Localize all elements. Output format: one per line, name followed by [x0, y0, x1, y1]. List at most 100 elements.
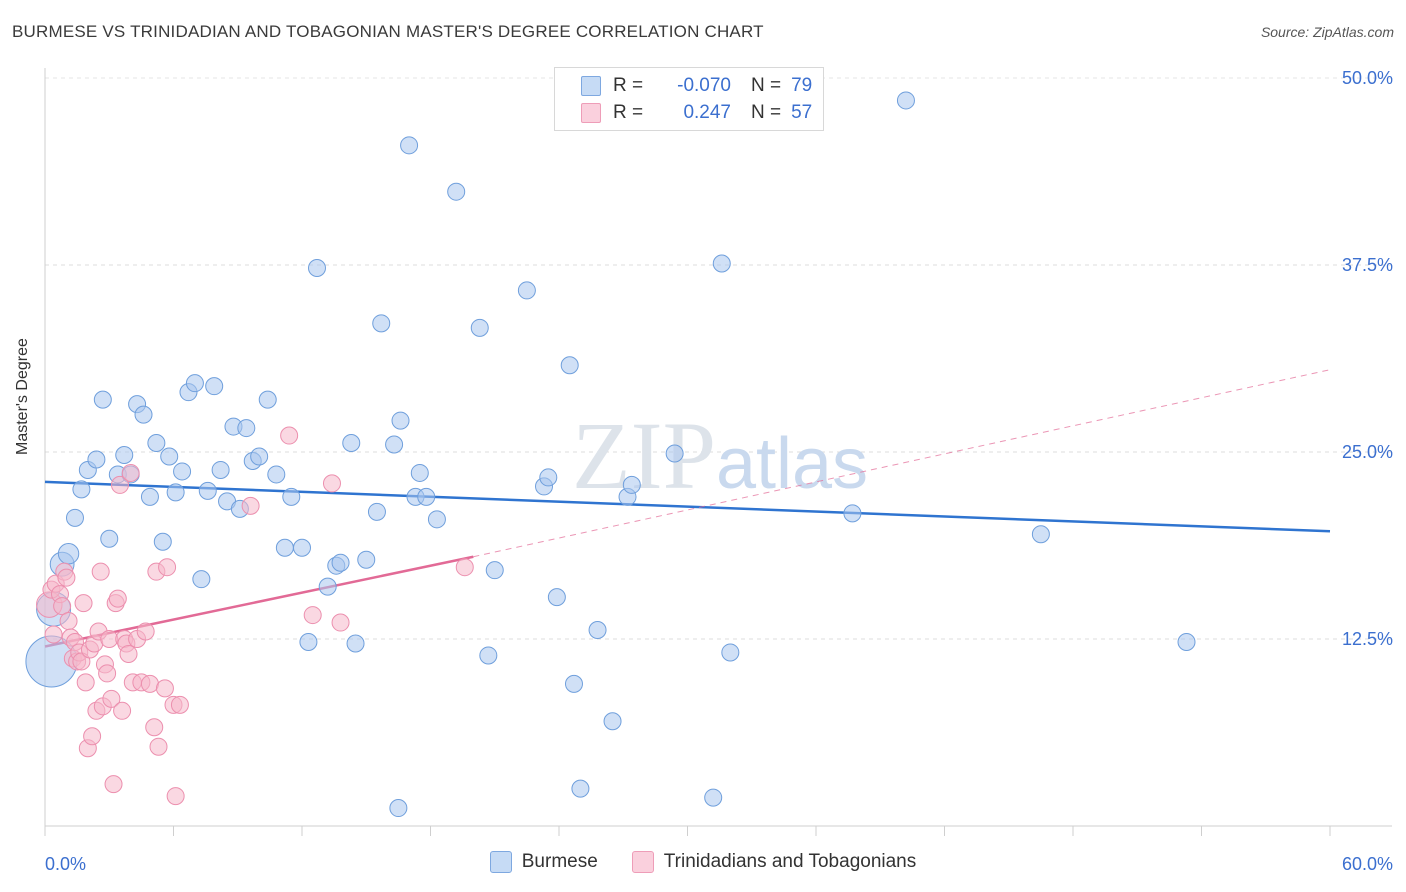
burmese-point	[389, 799, 408, 818]
trinidadian-point	[108, 589, 127, 608]
trinidadian-point	[322, 474, 341, 493]
burmese-point	[134, 405, 153, 424]
burmese-point	[100, 529, 119, 548]
trinidadian-point	[280, 426, 299, 445]
burmese-point	[560, 356, 579, 375]
trinidadian-point	[76, 673, 95, 692]
burmese-point	[517, 281, 536, 300]
trinidadian-point	[53, 597, 72, 616]
burmese-point	[198, 481, 217, 500]
burmese-point	[205, 377, 224, 396]
y-tick-label: 25.0%	[1342, 442, 1393, 462]
burmese-point	[65, 508, 84, 527]
burmese-point	[93, 390, 112, 409]
burmese-point	[307, 258, 326, 277]
tick-labels: 12.5% 25.0% 37.5% 50.0% 0.0% 60.0%	[45, 68, 1393, 874]
burmese-point	[267, 465, 286, 484]
trinidadian-point	[241, 496, 260, 515]
trinidadian-point	[455, 558, 474, 577]
burmese-point	[275, 538, 294, 557]
burmese-point	[293, 538, 311, 557]
trinidadian-point	[83, 727, 102, 746]
legend-item-burmese[interactable]: Burmese	[489, 851, 598, 873]
burmese-point	[427, 510, 446, 529]
burmese-point	[115, 445, 134, 464]
burmese-point	[57, 543, 80, 565]
burmese-point	[665, 444, 684, 463]
burmese-point	[357, 550, 376, 569]
axes	[44, 68, 1392, 836]
burmese-point	[367, 502, 386, 521]
y-axis-label: Master's Degree	[14, 338, 31, 455]
burmese-point	[400, 136, 419, 155]
burmese-point	[385, 435, 404, 454]
trinidadian-point	[170, 695, 189, 714]
burmese-point	[485, 561, 504, 580]
burmese-point	[564, 674, 583, 693]
burmese-point	[192, 570, 211, 589]
burmese-point	[571, 779, 590, 798]
burmese-point	[72, 480, 91, 499]
burmese-point	[843, 504, 862, 523]
burmese-point	[173, 462, 192, 481]
trinidadian-point	[136, 622, 155, 641]
burmese-point	[588, 621, 607, 640]
trinidadian-point	[158, 558, 177, 577]
burmese-point	[410, 463, 429, 482]
trinidadian-point	[44, 625, 63, 644]
legend-n-label: N =	[751, 75, 782, 96]
trinidadian-point	[74, 594, 93, 613]
burmese-point	[160, 447, 179, 466]
trinidadian-point	[121, 463, 140, 482]
burmese-point	[391, 411, 410, 430]
burmese-point	[342, 434, 361, 453]
legend-row-burmese: R = -0.070 N = 79	[581, 74, 812, 98]
burmese-point	[539, 468, 558, 487]
trinidadian-point	[119, 644, 138, 663]
x-tick-label: 0.0%	[45, 854, 86, 874]
y-tick-label: 12.5%	[1342, 629, 1393, 649]
legend-label-trinidadian: Trinidadians and Tobagonians	[663, 851, 917, 872]
trinidadian-point	[331, 613, 350, 632]
burmese-point	[603, 712, 622, 731]
legend-r-label: R =	[613, 75, 644, 96]
trinidadian-point	[104, 775, 123, 794]
watermark-atlas: atlas	[716, 424, 868, 504]
trinidadian-point	[98, 664, 117, 683]
legend-row-trinidadian: R = 0.247 N = 57	[581, 101, 812, 125]
legend-r-value: -0.070	[677, 75, 731, 96]
burmese-point	[346, 634, 365, 653]
burmese-point	[211, 460, 230, 479]
trinidadian-point	[57, 568, 76, 587]
legend-item-trinidadian[interactable]: Trinidadians and Tobagonians	[631, 851, 917, 873]
burmese-point	[331, 553, 350, 572]
trend-lines	[44, 369, 1331, 648]
burmese-point	[447, 182, 466, 201]
legend-n-value: 57	[791, 102, 813, 123]
data-points	[25, 91, 1196, 818]
trinidadian-point	[110, 475, 129, 494]
burmese-point	[896, 91, 915, 110]
legend-swatch-trinidadian	[581, 103, 601, 123]
burmese-point	[250, 447, 269, 466]
burmese-point	[140, 487, 159, 506]
burmese-point	[1031, 525, 1050, 544]
trinidadian-point	[166, 787, 185, 806]
burmese-point	[417, 487, 436, 506]
burmese-point	[479, 646, 498, 665]
legend-swatch-burmese	[489, 851, 512, 873]
trinidadian-point	[155, 679, 174, 698]
burmese-point	[704, 788, 723, 807]
trinidadian-point	[145, 718, 164, 737]
burmese-point	[372, 314, 391, 333]
burmese-point	[147, 434, 166, 453]
burmese-point	[258, 390, 277, 409]
trinidadian-point	[102, 689, 121, 708]
legend-r-value: 0.247	[683, 102, 731, 123]
legend-n-label: N =	[751, 102, 782, 123]
burmese-point	[282, 487, 301, 506]
legend-r-label: R =	[613, 102, 644, 123]
burmese-point	[318, 577, 337, 596]
trinidadian-point	[303, 606, 322, 625]
